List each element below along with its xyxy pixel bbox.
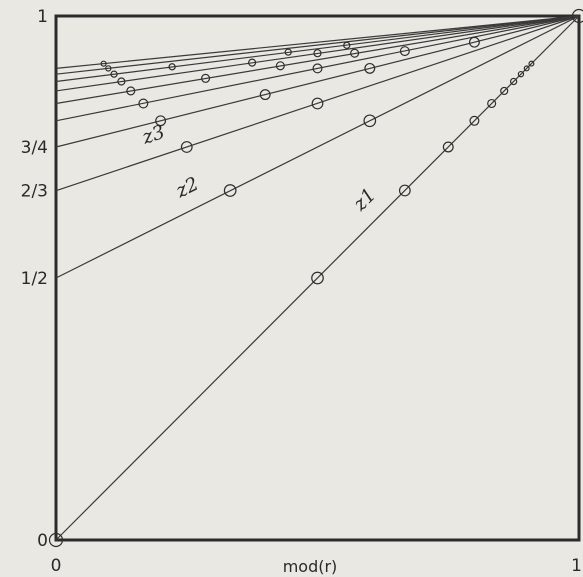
series-5-marker: [138, 98, 149, 109]
series-1-marker: [523, 65, 530, 72]
series-1-marker: [48, 532, 64, 548]
series-1-marker: [311, 271, 324, 285]
y-tick-label: 2/3: [21, 182, 48, 202]
series-1-marker: [487, 98, 497, 109]
y-tick-label: 1: [37, 7, 48, 27]
series-3-marker: [311, 97, 324, 110]
y-tick-label: 3/4: [21, 138, 48, 158]
series-4-marker: [364, 62, 376, 74]
series-8-marker: [284, 48, 292, 56]
series-line-9: [55, 15, 580, 75]
series-2-marker: [363, 114, 377, 128]
series-8-marker: [343, 41, 351, 49]
series-1-marker: [517, 70, 525, 78]
series-line-1: [55, 15, 580, 541]
series-6-marker: [275, 61, 285, 71]
series-1-marker: [571, 8, 583, 24]
series-1-marker: [528, 60, 535, 67]
series-6-marker: [126, 86, 136, 96]
series-9-marker: [105, 65, 112, 72]
series-5-marker: [312, 63, 323, 74]
x-tick-label: 0: [51, 556, 62, 576]
series-5-marker: [399, 46, 410, 57]
series-8-marker: [110, 70, 118, 78]
series-line-6: [55, 15, 580, 105]
series-10-marker: [100, 60, 107, 67]
x-tick-label: 1: [571, 556, 582, 576]
series-6-marker: [350, 48, 360, 58]
series-1-marker: [469, 115, 480, 126]
series-line-3: [55, 15, 580, 192]
series-6-marker: [201, 73, 211, 83]
series-2-marker: [223, 184, 237, 197]
series-label-z1: z1: [348, 184, 380, 216]
series-line-4: [55, 15, 580, 148]
series-lines: [55, 15, 580, 541]
series-1-marker: [398, 184, 411, 197]
x-axis-label: mod(r): [283, 557, 338, 576]
series-markers: [48, 8, 583, 548]
series-4-marker: [468, 36, 480, 48]
series-line-2: [55, 15, 580, 279]
series-1-marker: [442, 141, 454, 153]
series-8-marker: [168, 63, 176, 71]
series-line-10: [55, 15, 580, 69]
series-line-8: [55, 15, 580, 83]
series-line-5: [55, 15, 580, 122]
y-tick-label: 0: [37, 531, 48, 551]
series-7-marker: [313, 49, 322, 58]
series-4-marker: [259, 89, 271, 101]
series-1-marker: [509, 77, 518, 86]
series-7-marker: [248, 58, 257, 67]
series-3-marker: [180, 141, 193, 153]
series-line-7: [55, 15, 580, 92]
series-4-marker: [155, 115, 167, 127]
series-label-z2: z2: [172, 173, 203, 203]
series-1-marker: [500, 86, 509, 96]
series-7-marker: [117, 77, 126, 86]
y-tick-label: 1/2: [21, 269, 48, 289]
